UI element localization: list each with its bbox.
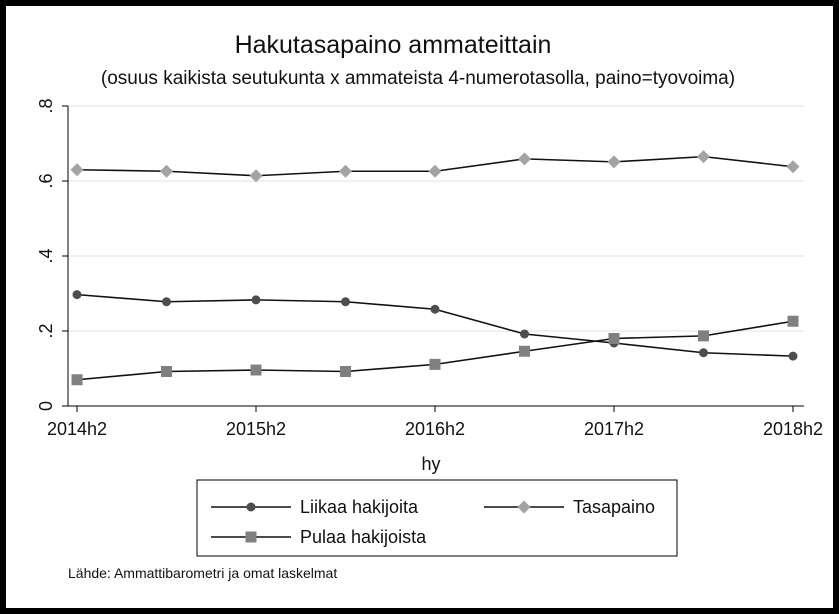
x-tick-label: 2016h2 (405, 419, 465, 439)
data-point (698, 330, 709, 342)
y-tick-label: .4 (36, 248, 56, 263)
data-point (161, 366, 172, 377)
data-point (70, 163, 84, 177)
legend-label: Tasapaino (573, 497, 655, 517)
legend-box (196, 479, 678, 557)
data-point (786, 160, 800, 174)
x-axis-title: hy (421, 454, 440, 474)
data-point (788, 351, 798, 361)
data-point (518, 152, 531, 166)
y-tick-label: 0 (36, 401, 56, 411)
data-point (250, 364, 262, 376)
x-tick-label: 2014h2 (47, 419, 107, 439)
data-point (429, 358, 441, 370)
chart-svg: Hakutasapaino ammateittain (osuus kaikis… (36, 31, 823, 581)
grid-lines (68, 105, 804, 332)
y-tick-label: .8 (36, 98, 56, 113)
data-point (607, 155, 621, 169)
legend-label: Liikaa hakijoita (300, 497, 419, 517)
legend: Liikaa hakijoita Tasapaino Pulaa hakijoist… (211, 497, 655, 547)
legend-marker (245, 531, 257, 543)
data-point (787, 315, 799, 327)
data-point (71, 374, 83, 386)
data-point (72, 290, 82, 300)
data-point (519, 345, 530, 357)
data-point (520, 329, 529, 339)
source-note: Lähde: Ammattibarometri ja omat laskelma… (68, 565, 337, 581)
chart-title: Hakutasapaino ammateittain (235, 31, 552, 59)
data-point (162, 297, 171, 307)
data-point (699, 348, 708, 358)
legend-label: Pulaa hakijoista (300, 527, 427, 547)
x-tick-label: 2015h2 (226, 419, 286, 439)
legend-marker (517, 500, 531, 514)
data-point (340, 366, 351, 377)
y-tick-label: .6 (36, 173, 56, 188)
data-point (697, 150, 710, 164)
data-point (341, 297, 350, 307)
data-point (339, 164, 352, 178)
chart-subtitle: (osuus kaikista seutukunta x ammateista … (101, 68, 735, 89)
x-tick-label: 2017h2 (584, 419, 644, 439)
legend-marker (246, 502, 256, 512)
x-tick-label: 2018h2 (763, 419, 823, 439)
data-point (249, 169, 263, 183)
axes: 0 .2 .4 .6 .8 2014h2 2015h2 2016h2 2017h2 2018h2 (36, 98, 823, 439)
data-point (428, 164, 442, 178)
data-point (430, 304, 440, 314)
data-point (160, 164, 173, 178)
data-point (608, 333, 620, 344)
chart-frame: Hakutasapaino ammateittain (osuus kaikis… (6, 6, 833, 608)
series-line-0 (76, 293, 794, 357)
series-lines (70, 150, 800, 386)
data-point (251, 295, 261, 305)
y-tick-label: .2 (36, 323, 56, 338)
